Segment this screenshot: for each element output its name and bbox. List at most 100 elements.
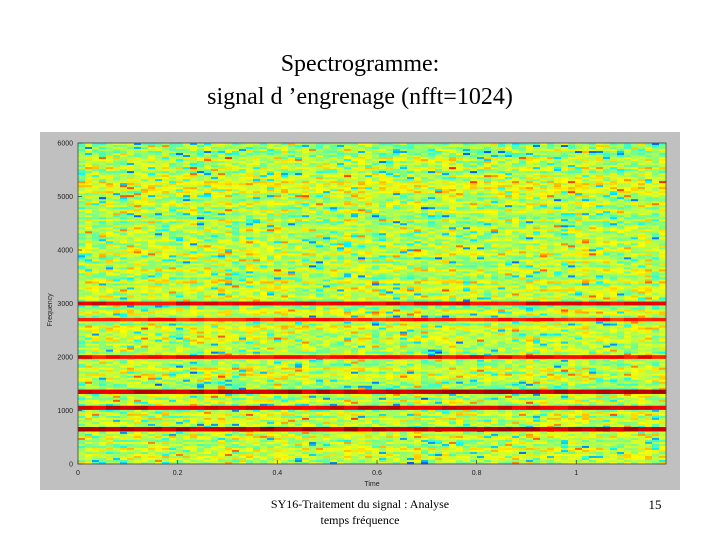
heatmap-cell: [638, 147, 646, 150]
heatmap-cell: [134, 155, 142, 158]
heatmap-cell: [99, 153, 107, 156]
heatmap-cell: [120, 153, 128, 156]
heatmap-cell: [323, 197, 331, 200]
heatmap-cell: [554, 175, 562, 178]
heatmap-cell: [197, 153, 205, 156]
heatmap-cell: [596, 185, 604, 188]
heatmap-cell: [302, 191, 310, 194]
heatmap-cell: [379, 179, 387, 182]
heatmap-cell: [197, 205, 205, 208]
heatmap-cell: [519, 163, 527, 166]
heatmap-cell: [260, 183, 268, 186]
heatmap-cell: [246, 203, 254, 206]
heatmap-cell: [169, 201, 177, 204]
heatmap-cell: [267, 193, 275, 196]
heatmap-cell: [428, 145, 436, 148]
heatmap-cell: [477, 189, 485, 192]
heatmap-cell: [99, 179, 107, 182]
heatmap-cell: [120, 163, 128, 166]
heatmap-cell: [659, 143, 667, 146]
heatmap-cell: [477, 187, 485, 190]
heatmap-cell: [477, 175, 485, 178]
heatmap-cell: [141, 157, 149, 160]
heatmap-cell: [610, 169, 618, 172]
heatmap-cell: [610, 171, 618, 174]
heatmap-cell: [442, 143, 450, 146]
heatmap-cell: [526, 151, 534, 154]
heatmap-cell: [169, 153, 177, 156]
heatmap-cell: [414, 183, 422, 186]
heatmap-cell: [344, 145, 352, 148]
heatmap-cell: [78, 185, 86, 188]
heatmap-cell: [596, 175, 604, 178]
heatmap-cell: [127, 165, 135, 168]
heatmap-cell: [589, 183, 597, 186]
heatmap-cell: [393, 197, 401, 200]
heatmap-cell: [589, 199, 597, 202]
heatmap-cell: [484, 181, 492, 184]
heatmap-cell: [253, 175, 261, 178]
heatmap-cell: [148, 167, 156, 170]
heatmap-cell: [127, 163, 135, 166]
heatmap-cell: [456, 179, 464, 182]
heatmap-cell: [603, 161, 611, 164]
heatmap-cell: [463, 189, 471, 192]
heatmap-cell: [526, 179, 534, 182]
heatmap-cell: [344, 167, 352, 170]
heatmap-cell: [449, 205, 457, 208]
heatmap-cell: [540, 171, 548, 174]
heatmap-cell: [484, 153, 492, 156]
heatmap-cell: [589, 171, 597, 174]
heatmap-cell: [505, 147, 513, 150]
heatmap-cell: [631, 147, 639, 150]
heatmap-cell: [407, 181, 415, 184]
heatmap-cell: [561, 171, 569, 174]
heatmap-cell: [239, 143, 247, 146]
heatmap-cell: [225, 173, 233, 176]
heatmap-cell: [372, 161, 380, 164]
heatmap-cell: [400, 161, 408, 164]
heatmap-cell: [260, 153, 268, 156]
heatmap-cell: [267, 169, 275, 172]
heatmap-cell: [155, 181, 163, 184]
heatmap-cell: [267, 177, 275, 180]
heatmap-cell: [281, 195, 289, 198]
heatmap-cell: [92, 195, 100, 198]
heatmap-cell: [246, 167, 254, 170]
heatmap-cell: [652, 173, 660, 176]
heatmap-cell: [449, 197, 457, 200]
heatmap-cell: [106, 193, 114, 196]
heatmap-cell: [281, 171, 289, 174]
heatmap-cell: [575, 187, 583, 190]
heatmap-cell: [267, 189, 275, 192]
heatmap-cell: [435, 195, 443, 198]
heatmap-cell: [638, 195, 646, 198]
heatmap-cell: [400, 147, 408, 150]
heatmap-cell: [435, 143, 443, 146]
heatmap-cell: [232, 153, 240, 156]
heatmap-cell: [274, 193, 282, 196]
heatmap-cell: [253, 153, 261, 156]
heatmap-cell: [302, 145, 310, 148]
heatmap-cell: [148, 201, 156, 204]
heatmap-cell: [330, 201, 338, 204]
heatmap-cell: [407, 153, 415, 156]
heatmap-cell: [106, 149, 114, 152]
heatmap-cell: [533, 183, 541, 186]
heatmap-cell: [498, 153, 506, 156]
heatmap-cell: [533, 149, 541, 152]
heatmap-cell: [386, 157, 394, 160]
heatmap-cell: [365, 179, 373, 182]
heatmap-cell: [414, 169, 422, 172]
heatmap-cell: [155, 193, 163, 196]
heatmap-cell: [645, 173, 653, 176]
heatmap-cell: [260, 151, 268, 154]
heatmap-cell: [281, 185, 289, 188]
heatmap-cell: [134, 147, 142, 150]
heatmap-cell: [337, 199, 345, 202]
heatmap-cell: [155, 161, 163, 164]
heatmap-cell: [477, 193, 485, 196]
heatmap-cell: [134, 201, 142, 204]
heatmap-cell: [183, 167, 191, 170]
heatmap-cell: [400, 185, 408, 188]
